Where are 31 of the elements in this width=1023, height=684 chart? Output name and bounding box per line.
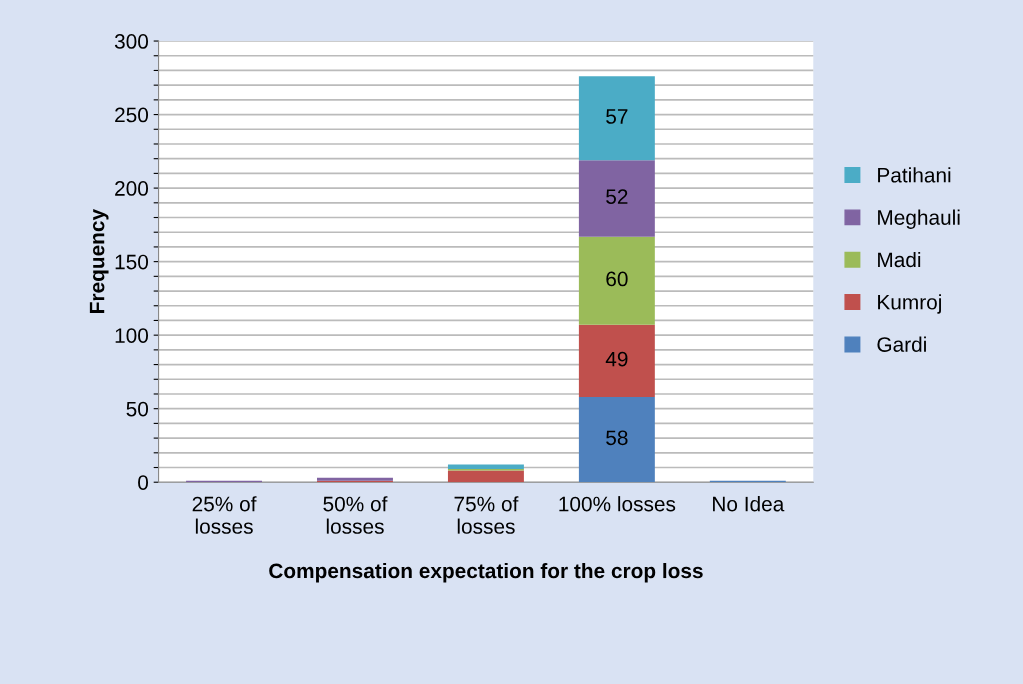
legend-label: Meghauli: [878, 209, 960, 229]
x-axis-title: Compensation expectation for the crop loss: [269, 562, 703, 583]
bar: [578, 76, 655, 161]
x-tick-label: 50% of losses: [323, 496, 388, 534]
bar: [578, 396, 655, 483]
data-label: 52: [606, 189, 628, 204]
y-tick-label: 250: [115, 107, 149, 123]
bar: [578, 160, 655, 237]
legend-label: Madi: [878, 251, 921, 268]
bar: [578, 236, 655, 325]
x-tick-label: 75% of losses: [454, 496, 519, 534]
bar: [447, 470, 524, 483]
legend-label: Kumroj: [878, 294, 941, 314]
y-tick-label: 0: [138, 475, 149, 490]
data-label: 60: [606, 271, 628, 287]
y-tick-label: 200: [115, 181, 149, 196]
y-tick-label: 100: [115, 328, 149, 343]
bar: [578, 324, 655, 397]
data-label: 49: [605, 351, 628, 367]
data-label: 58: [606, 430, 628, 446]
x-tick-label: 100% losses: [559, 496, 676, 512]
y-tick-label: 300: [114, 34, 149, 49]
y-axis-title: Frequency: [89, 209, 109, 313]
y-tick-label: 50: [126, 401, 149, 417]
y-tick-label: 150: [115, 254, 149, 270]
legend-label: Gardi: [877, 336, 926, 352]
data-label: 57: [606, 109, 628, 124]
bar: [447, 464, 524, 469]
legend-label: Patihani: [878, 167, 951, 183]
x-tick-label: No Idea: [713, 496, 785, 512]
x-tick-label: 25% of losses: [192, 496, 257, 534]
